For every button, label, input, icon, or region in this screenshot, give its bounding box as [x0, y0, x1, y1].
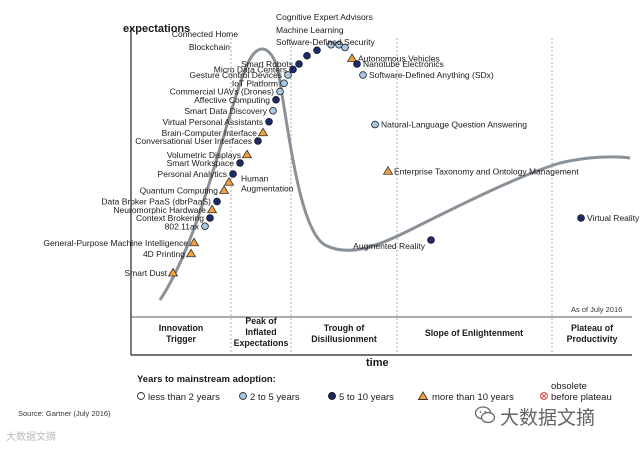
point-circle-21	[295, 60, 303, 68]
point-label-14: Virtual Personal Assistants	[163, 117, 263, 127]
point-label-10: Smart Workspace	[167, 158, 235, 168]
point-label-33: Virtual Reality	[587, 213, 640, 223]
source-label: Source: Gartner (July 2016)	[18, 409, 111, 418]
point-label-5: Neuromorphic Hardware	[113, 205, 206, 215]
legend-label-lt2: less than 2 years	[148, 392, 220, 403]
legend-red-crossed-circle-icon	[540, 392, 548, 400]
point-circle-28	[353, 60, 361, 68]
phase-slope: Slope of Enlightenment	[425, 328, 523, 338]
point-label-22: Blockchain	[189, 42, 230, 52]
legend-white-circle-icon	[137, 392, 145, 400]
point-circle-30	[371, 120, 379, 129]
point-circle-26	[341, 43, 349, 52]
point-triangle-31	[382, 165, 394, 175]
point-label-31: Enterprise Taxonomy and Ontology Managem…	[394, 166, 579, 176]
point-triangle-0	[167, 267, 179, 277]
point-label-28: Nanotube Electronics	[363, 59, 444, 69]
point-circle-20	[289, 65, 297, 74]
point-circle-3	[201, 222, 209, 231]
y-axis-title: expectations	[123, 23, 190, 35]
point-label-24: Cognitive Expert Advisors	[276, 12, 373, 22]
point-circle-29	[359, 71, 367, 79]
point-circle-32	[427, 236, 435, 244]
legend-navy-circle-icon	[328, 392, 336, 400]
point-triangle-27	[346, 53, 358, 62]
point-circle-16	[272, 95, 280, 104]
point-label-12: Conversational User Interfaces	[135, 136, 252, 146]
legend-label-obsolete: obsolete	[551, 381, 587, 392]
point-label-4: Context Brokering	[136, 213, 204, 223]
point-circle-10	[236, 159, 244, 167]
point-circle-15	[269, 106, 277, 115]
point-label-23: Connected Home	[172, 29, 238, 39]
point-circle-24	[327, 40, 335, 49]
legend-orange-triangle-icon	[417, 391, 429, 400]
point-triangle-8	[223, 176, 235, 186]
point-label-19: Gesture Control Devices	[189, 70, 282, 80]
phase-peak: Peak of Inflated Expectations	[234, 316, 289, 348]
point-circle-14	[265, 117, 273, 126]
point-label-3: 802.11ax	[165, 221, 200, 231]
point-circle-6	[213, 197, 221, 206]
point-label-20: Micro Data Centers	[214, 65, 287, 75]
point-label-25: Machine Learning	[276, 25, 344, 35]
point-label-18: IoT Platform	[232, 78, 278, 88]
x-axis-title: time	[366, 357, 389, 369]
point-label-27: Autonomous Vehicles	[358, 54, 440, 64]
point-label-15: Smart Data Discovery	[184, 106, 267, 116]
point-circle-19	[284, 71, 292, 79]
point-label-2: General-Purpose Machine Intelligence	[43, 238, 188, 248]
phase-separators	[230, 38, 553, 355]
point-circle-12	[254, 137, 262, 145]
point-triangle-2	[188, 237, 200, 247]
point-circle-22	[303, 51, 311, 60]
point-label-9: Personal Analytics	[158, 169, 227, 179]
point-circle-17	[276, 87, 284, 96]
point-triangle-5	[206, 204, 218, 214]
point-label-21: Smart Robots	[241, 59, 293, 69]
legend: Years to mainstream adoption: less than …	[137, 374, 612, 403]
point-circle-4	[206, 214, 214, 222]
point-circle-18	[280, 79, 288, 88]
point-label-32: Augmented Reality	[353, 241, 426, 251]
point-triangle-7	[218, 185, 230, 194]
legend-label-gt10: more than 10 years	[432, 392, 514, 403]
watermark-right: 大数据文摘	[500, 407, 596, 429]
point-label-17: Commercial UAVs (Drones)	[170, 87, 274, 97]
phase-innovation-trigger: Innovation Trigger	[159, 323, 203, 344]
phase-trough: Trough of Disillusionment	[311, 323, 377, 344]
point-label-7: Quantum Computing	[140, 186, 219, 196]
hype-curve	[158, 47, 631, 301]
point-label-13: Brain-Computer Interface	[162, 128, 258, 138]
wechat-icon	[474, 406, 496, 424]
point-label-29: Software-Defined Anything (SDx)	[369, 70, 494, 80]
point-label-1: 4D Printing	[143, 249, 185, 259]
point-label-8: Human Augmentation	[241, 173, 294, 193]
point-label-11: Volumetric Displays	[167, 150, 241, 160]
point-triangle-11	[241, 149, 253, 159]
phase-plateau: Plateau of Productivity	[567, 323, 618, 344]
point-label-6: Data Broker PaaS (dbrPaaS)	[101, 197, 211, 207]
point-label-0: Smart Dust	[124, 268, 167, 278]
point-triangle-13	[257, 127, 269, 137]
point-label-30: Natural-Language Question Answering	[381, 120, 527, 130]
legend-label-before-plateau: before plateau	[551, 392, 612, 403]
legend-label-5to10: 5 to 10 years	[339, 392, 394, 403]
point-label-16: Affective Computing	[194, 95, 270, 105]
point-circle-33	[577, 214, 585, 222]
watermark-left: 大数据文摘	[6, 432, 56, 443]
point-label-26: Software-Defined Security	[276, 37, 375, 47]
legend-lightblue-circle-icon	[239, 392, 247, 400]
legend-label-2to5: 2 to 5 years	[250, 392, 300, 403]
point-circle-23	[313, 46, 321, 55]
point-triangle-1	[185, 248, 197, 258]
as-of-label: As of July 2016	[571, 305, 622, 314]
legend-title: Years to mainstream adoption:	[137, 374, 276, 385]
point-circle-9	[229, 170, 237, 178]
